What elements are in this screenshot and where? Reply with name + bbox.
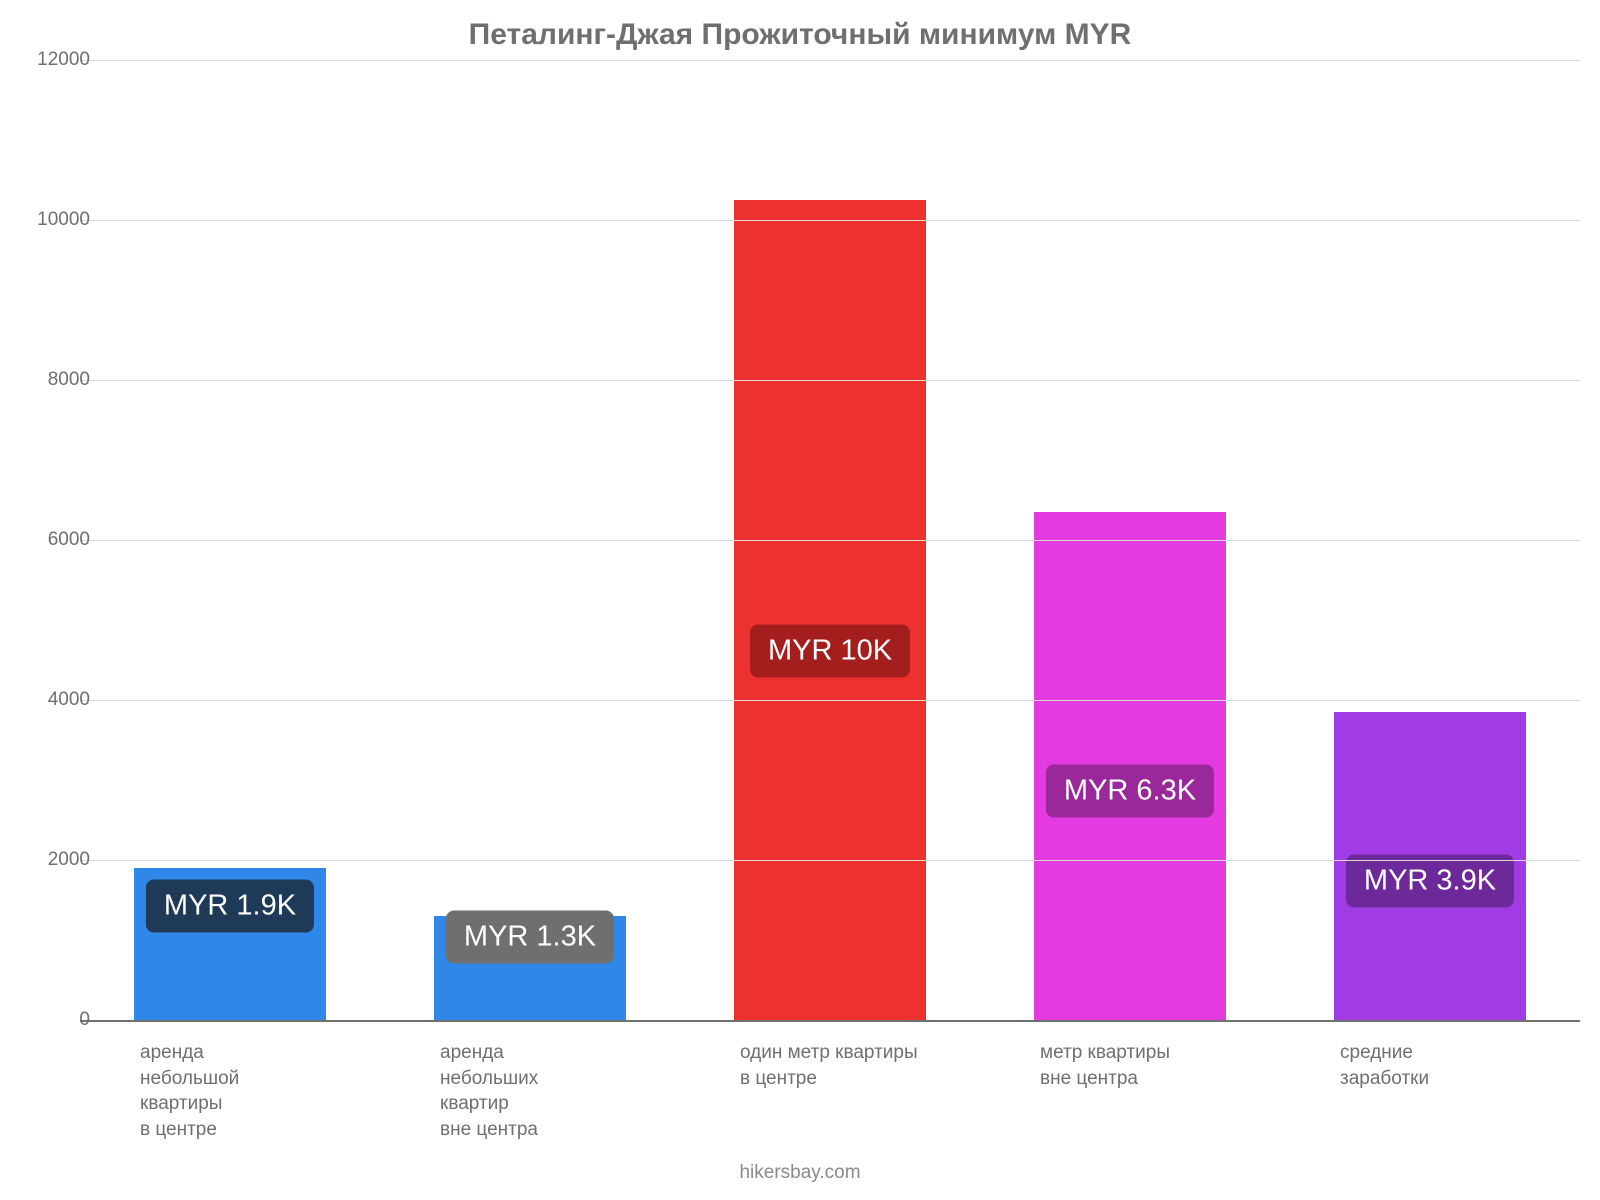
bar-value-label: MYR 6.3K [1046, 765, 1214, 818]
x-tick-label: аренданебольшойквартирыв центре [140, 1040, 440, 1143]
y-tick-label: 4000 [48, 689, 90, 711]
grid-line [80, 220, 1580, 221]
x-tick-label: один метр квартирыв центре [740, 1040, 1040, 1091]
y-tick-label: 0 [79, 1009, 90, 1031]
y-tick-label: 2000 [48, 849, 90, 871]
y-tick-label: 12000 [37, 49, 90, 71]
baseline [80, 1020, 1580, 1022]
plot-area: MYR 1.9K MYR 1.3K MYR 10K MYR 6.3K MYR 3.9K [80, 60, 1580, 1020]
grid-line [80, 380, 1580, 381]
chart-title: Петалинг-Джая Прожиточный минимум MYR [0, 18, 1600, 52]
y-tick-label: 10000 [37, 209, 90, 231]
x-tick-label: метр квартирывне центра [1040, 1040, 1340, 1091]
grid-line [80, 860, 1580, 861]
grid-line [80, 60, 1580, 61]
x-tick-label: аренданебольшихквартирвне центра [440, 1040, 740, 1143]
bar [734, 200, 926, 1020]
credit-text: hikersbay.com [0, 1162, 1600, 1184]
grid-line [80, 700, 1580, 701]
bar-value-label: MYR 1.3K [446, 910, 614, 963]
bar-value-label: MYR 10K [750, 625, 910, 678]
grid-line [80, 540, 1580, 541]
y-tick-label: 6000 [48, 529, 90, 551]
bar-value-label: MYR 1.9K [146, 880, 314, 933]
x-tick-label: средниезаработки [1340, 1040, 1600, 1091]
bar-value-label: MYR 3.9K [1346, 855, 1514, 908]
chart-container: Петалинг-Джая Прожиточный минимум MYR MY… [0, 0, 1600, 1200]
y-tick-label: 8000 [48, 369, 90, 391]
